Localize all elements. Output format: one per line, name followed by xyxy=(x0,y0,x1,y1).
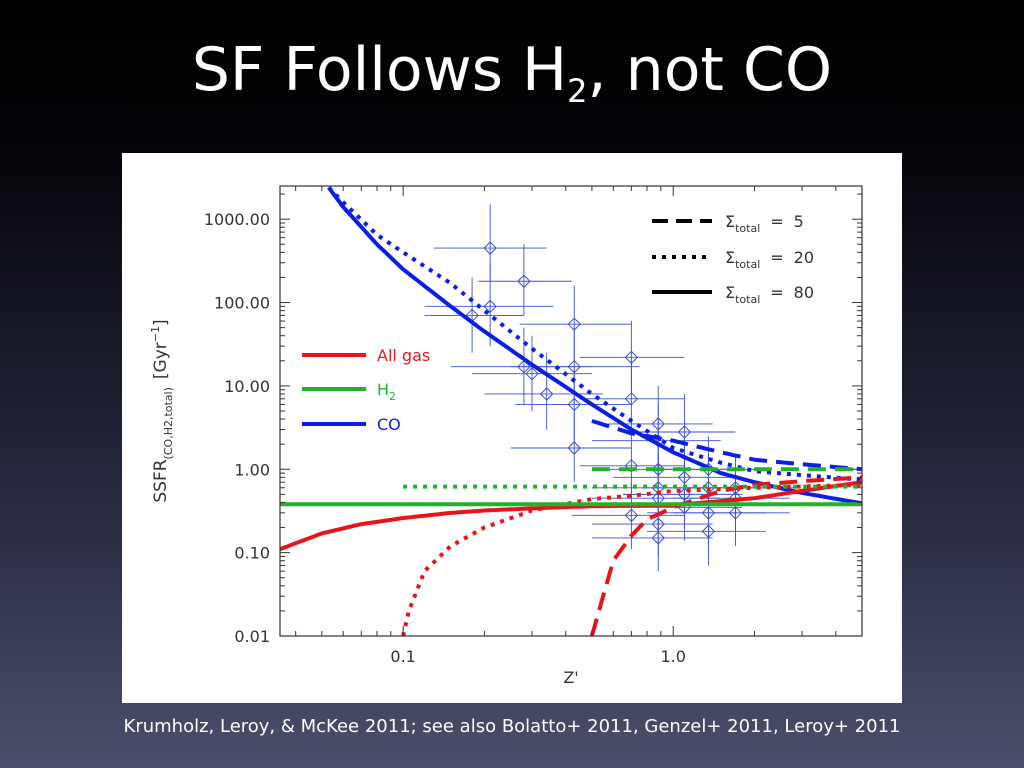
svg-text:SSFR(CO,H2,total)[Gyr−1]: SSFR(CO,H2,total) [Gyr−1] xyxy=(149,319,175,502)
color-legend-co-label: CO xyxy=(377,415,401,434)
style-legend: Σtotal = 5 Σtotal = 20 Σtotal = 80 xyxy=(652,212,814,306)
observation-point xyxy=(647,498,766,566)
diamond-marker xyxy=(567,397,581,412)
observation-point xyxy=(510,411,632,483)
x-axis-label: Z' xyxy=(563,668,578,687)
slide-title-subscript: 2 xyxy=(567,72,588,110)
observation-point xyxy=(478,244,572,316)
diamond-marker xyxy=(624,459,639,473)
observation-point xyxy=(484,352,604,430)
diamond-marker xyxy=(525,367,539,381)
x-tick-label: 1.0 xyxy=(660,647,685,666)
diamond-marker xyxy=(517,359,531,374)
series-layer xyxy=(280,186,862,636)
diamond-marker xyxy=(539,387,554,401)
diamond-marker xyxy=(651,531,665,545)
style-legend-entry-2: Σtotal = 20 xyxy=(725,248,814,271)
style-legend-entry-3: Σtotal = 80 xyxy=(725,283,814,306)
diamond-marker xyxy=(483,241,497,255)
y-axis-label-main: SSFR xyxy=(151,459,171,502)
y-tick-label: 0.01 xyxy=(234,627,270,646)
diamond-marker xyxy=(483,299,497,314)
diamond-marker xyxy=(517,274,531,288)
curve-all-gas-dashed xyxy=(589,475,862,636)
diamond-marker xyxy=(624,392,639,406)
observation-point xyxy=(519,285,632,361)
diamond-marker xyxy=(701,524,716,539)
curve-co-dashed xyxy=(591,419,862,472)
y-axis-label-sub: (CO,H2,total) xyxy=(162,387,175,459)
observation-point xyxy=(591,507,713,572)
observation-point xyxy=(591,490,713,557)
curve-co-dotted xyxy=(327,186,862,482)
observation-point xyxy=(424,262,554,347)
observation-point xyxy=(579,321,685,394)
diamond-marker xyxy=(728,506,743,520)
diamond-marker xyxy=(567,441,581,455)
chart-figure: 0.01 0.10 1.00 10.00 100.00 1000.00 0.1 1.0 Z' … xyxy=(122,153,902,703)
citation: Krumholz, Leroy, & McKee 2011; see also … xyxy=(123,716,901,737)
color-legend-all-gas-label: All gas xyxy=(377,346,430,365)
y-axis-label-exp: −1 xyxy=(149,326,162,342)
slide-title-main: SF Follows H xyxy=(191,35,568,105)
observation-point xyxy=(424,277,524,353)
slide-title-rest: , not CO xyxy=(587,35,833,105)
y-axis-label: SSFR(CO,H2,total) [Gyr−1] xyxy=(149,319,175,502)
y-tick-label: 0.10 xyxy=(234,544,270,563)
y-axis-label-close: ] xyxy=(151,319,171,326)
slide-title: SF Follows H2, not CO xyxy=(0,30,1024,110)
diamond-marker xyxy=(677,425,692,439)
style-legend-entry-1: Σtotal = 5 xyxy=(725,212,804,235)
y-tick-label: 100.00 xyxy=(214,294,270,313)
color-legend-h2-label: H2 xyxy=(377,380,396,403)
color-legend: All gas H2 CO xyxy=(302,346,430,434)
curve-co-solid xyxy=(327,186,862,506)
x-tick-label: 0.1 xyxy=(390,647,415,666)
axis-layer: 0.01 0.10 1.00 10.00 100.00 1000.00 0.1 1.0 xyxy=(204,186,863,666)
curve-all-gas-solid xyxy=(280,480,862,552)
y-tick-label: 10.00 xyxy=(224,377,270,396)
y-tick-label: 1000.00 xyxy=(204,210,270,229)
curve-all-gas-dotted xyxy=(401,482,862,636)
y-axis-label-unit: [Gyr xyxy=(151,342,171,379)
observation-point xyxy=(472,335,592,411)
diamond-marker xyxy=(624,508,639,523)
y-tick-label: 1.00 xyxy=(234,460,270,479)
